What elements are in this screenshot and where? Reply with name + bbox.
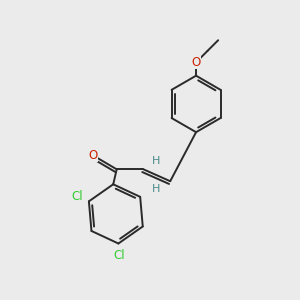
- Text: H: H: [152, 184, 161, 194]
- Text: Cl: Cl: [114, 249, 125, 262]
- Text: Cl: Cl: [72, 190, 83, 202]
- Text: H: H: [152, 156, 161, 166]
- Text: O: O: [88, 149, 98, 162]
- Text: O: O: [191, 56, 201, 69]
